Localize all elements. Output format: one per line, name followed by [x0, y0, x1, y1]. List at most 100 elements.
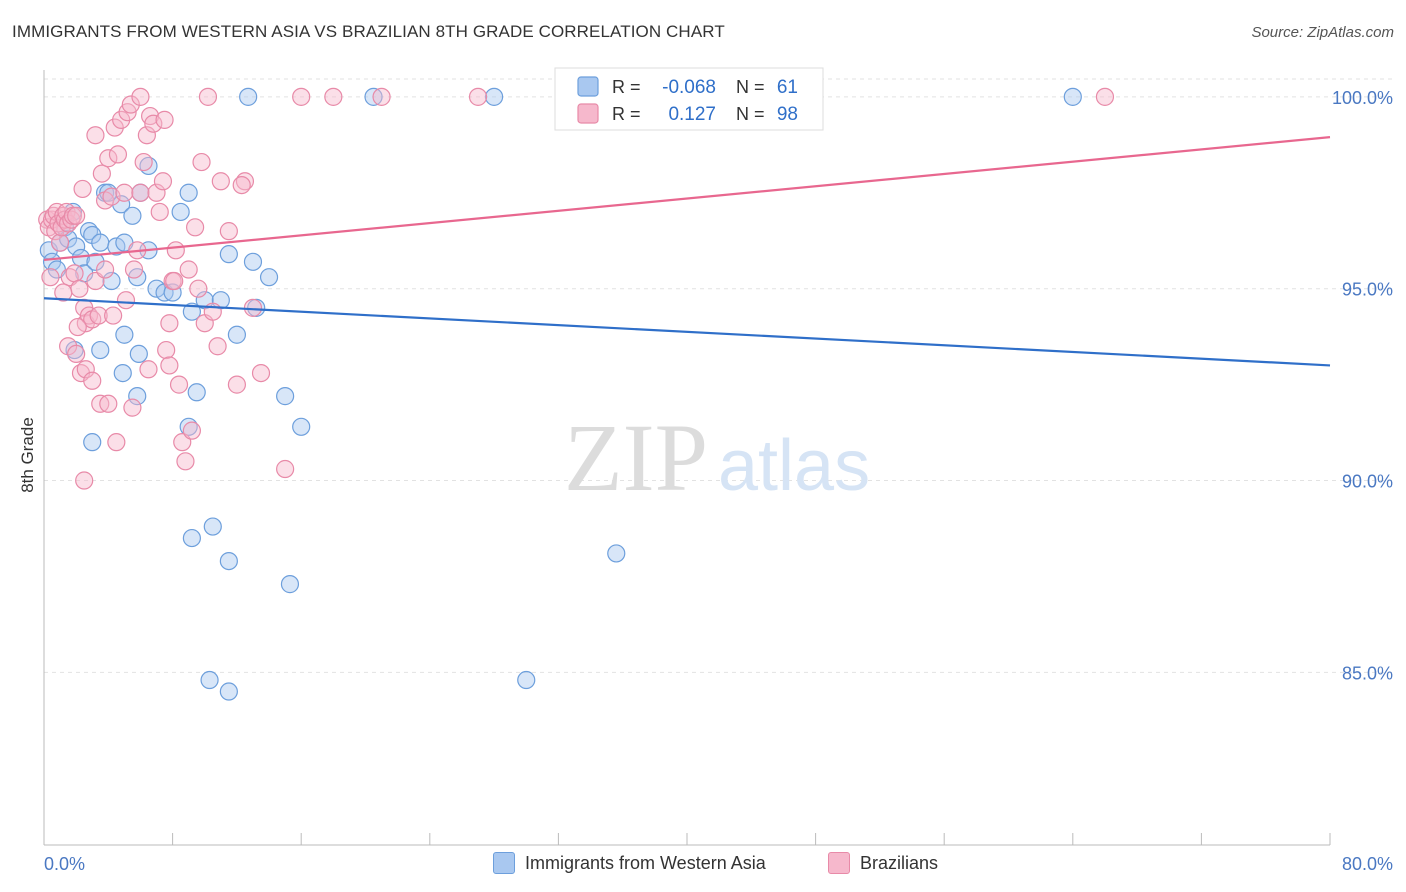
point-brazilian-86 — [75, 471, 94, 490]
point-western-asia-33 — [227, 325, 246, 344]
point-brazilian-27 — [92, 164, 111, 183]
point-brazilian-18 — [67, 206, 86, 225]
point-brazilian-26 — [89, 306, 108, 325]
legend-label-brazilians: Brazilians — [860, 852, 939, 873]
legend-n-label-2: N = — [736, 104, 765, 124]
point-western-asia-51 — [83, 433, 102, 452]
point-western-asia-12 — [86, 252, 105, 271]
point-western-asia-60 — [113, 363, 132, 383]
point-brazilian-62 — [208, 337, 227, 356]
trend-lines — [43, 136, 1331, 367]
point-brazilian-72 — [372, 87, 391, 106]
point-western-asia-20 — [123, 206, 142, 225]
point-brazilian-69 — [276, 459, 295, 479]
point-brazilian-95 — [104, 306, 123, 325]
point-brazilian-85 — [107, 433, 126, 452]
point-brazilian-44 — [147, 183, 166, 202]
y-tick-label-100: 100.0% — [1332, 88, 1393, 108]
y-tick-label-90: 90.0% — [1342, 472, 1393, 492]
point-brazilian-84 — [99, 394, 118, 413]
legend-item-western-asia[interactable]: Immigrants from Western Asia — [493, 852, 766, 874]
legend-r-label-1: R = — [612, 77, 641, 97]
point-brazilian-57 — [189, 279, 208, 298]
point-western-asia-13 — [91, 233, 110, 252]
point-brazilian-20 — [73, 179, 92, 199]
point-western-asia-39 — [128, 387, 147, 406]
gridlines — [44, 78, 1392, 673]
series-legend: Immigrants from Western Asia Brazilians — [0, 852, 1406, 876]
point-brazilian-17 — [65, 264, 84, 283]
y-axis-title: 8th Grade — [18, 417, 37, 493]
source-label: Source: ZipAtlas.com — [1251, 24, 1394, 41]
point-western-asia-59 — [517, 670, 536, 690]
legend-box-frame — [554, 67, 824, 131]
point-western-asia-57 — [200, 670, 219, 690]
point-brazilian-48 — [160, 356, 179, 375]
point-western-asia-45 — [1063, 87, 1082, 106]
point-brazilian-88 — [139, 360, 158, 379]
legend-swatch-brazilians — [828, 852, 850, 874]
point-brazilian-90 — [160, 314, 179, 333]
point-brazilian-51 — [169, 375, 189, 394]
point-brazilian-60 — [198, 87, 218, 106]
point-western-asia-44 — [485, 87, 504, 106]
point-brazilian-89 — [155, 110, 174, 129]
point-brazilian-75 — [1095, 87, 1115, 106]
point-brazilian-71 — [324, 87, 343, 106]
point-brazilian-39 — [131, 183, 150, 202]
trend-line-western-asia — [43, 297, 1331, 367]
point-brazilian-96 — [116, 291, 136, 310]
point-brazilian-93 — [54, 283, 73, 302]
legend-n-value-2: 98 — [777, 104, 798, 125]
legend-label-western-asia: Immigrants from Western Asia — [525, 852, 766, 873]
x-tick-label-start: 0.0% — [44, 854, 85, 874]
point-brazilian-64 — [219, 222, 238, 241]
point-western-asia-54 — [280, 575, 300, 594]
point-brazilian-43 — [144, 114, 163, 133]
point-western-asia-52 — [182, 528, 201, 548]
trend-line-brazilians — [43, 136, 1331, 262]
legend-swatch-pink — [577, 103, 599, 124]
point-brazilian-94 — [95, 260, 115, 279]
series-immigrants-western-asia — [39, 87, 1082, 701]
legend-r-label-2: R = — [612, 104, 641, 124]
point-brazilian-47 — [157, 340, 176, 360]
point-brazilian-73 — [468, 87, 488, 106]
point-western-asia-56 — [607, 544, 626, 563]
legend-swatch-western-asia — [493, 852, 515, 874]
legend-n-value-1: 61 — [777, 77, 798, 98]
series-brazilians — [38, 87, 1115, 490]
point-brazilian-46 — [153, 172, 173, 191]
point-brazilian-32 — [108, 145, 128, 164]
point-brazilian-2 — [41, 268, 60, 287]
point-western-asia-32 — [219, 245, 238, 264]
axes — [43, 70, 1331, 846]
point-brazilian-53 — [176, 452, 195, 471]
point-western-asia-29 — [182, 302, 201, 321]
legend-r-value-1: -0.068 — [662, 77, 716, 98]
y-tick-label-85: 85.0% — [1342, 663, 1393, 683]
legend-n-label-1: N = — [736, 77, 765, 97]
chart-title: IMMIGRANTS FROM WESTERN ASIA VS BRAZILIA… — [12, 22, 725, 41]
point-brazilian-34 — [115, 183, 134, 202]
legend-swatch-blue — [577, 76, 599, 97]
watermark-atlas: atlas — [718, 426, 870, 506]
point-brazilian-68 — [251, 363, 271, 383]
point-brazilian-8 — [50, 233, 70, 252]
point-western-asia-55 — [203, 517, 222, 536]
point-western-asia-36 — [259, 268, 279, 287]
point-brazilian-63 — [211, 172, 230, 191]
watermark: ZIP atlas — [564, 404, 870, 511]
point-western-asia-49 — [91, 340, 110, 360]
point-brazilian-97 — [232, 175, 251, 195]
point-brazilian-58 — [192, 152, 211, 172]
legend-item-brazilians[interactable]: Brazilians — [828, 852, 938, 874]
point-western-asia-42 — [239, 87, 258, 106]
point-western-asia-47 — [115, 325, 134, 344]
tick-labels: 85.0% 90.0% 95.0% 100.0% 0.0% 80.0% — [44, 88, 1393, 874]
point-brazilian-91 — [165, 271, 184, 291]
legend-r-value-2: 0.127 — [668, 104, 716, 125]
point-western-asia-58 — [219, 682, 238, 701]
point-western-asia-34 — [243, 252, 263, 271]
